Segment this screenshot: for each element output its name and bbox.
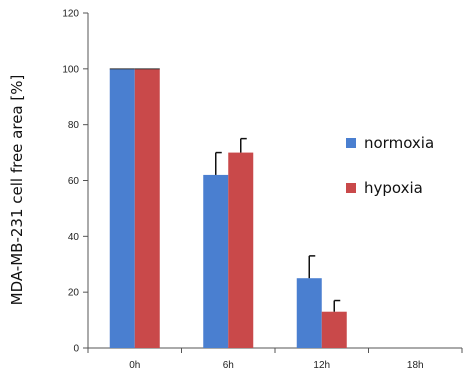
legend-label-hypoxia: hypoxia	[364, 179, 423, 197]
bar-hypoxia	[134, 68, 160, 348]
legend-swatch-hypoxia	[346, 183, 356, 193]
y-axis-label: MDA-MB-231 cell free area [%]	[8, 75, 26, 306]
y-tick-label: 80	[68, 120, 80, 131]
bar-hypoxia	[228, 152, 254, 348]
x-tick-label: 18h	[407, 360, 424, 371]
y-tick-label: 60	[68, 176, 80, 187]
legend-label-normoxia: normoxia	[364, 134, 434, 152]
bars	[109, 68, 347, 348]
bar-normoxia	[296, 278, 322, 348]
legend: normoxia hypoxia	[346, 134, 434, 197]
x-tick-label: 0h	[129, 360, 140, 371]
bar-hypoxia	[321, 311, 347, 348]
y-tick-label: 40	[68, 232, 80, 243]
y-tick-label: 120	[62, 9, 79, 20]
bar-normoxia	[109, 68, 135, 348]
error-bars	[109, 68, 341, 312]
y-tick-label: 100	[62, 64, 79, 75]
y-tick-labels: 0 20 40 60 80 100 120	[62, 9, 79, 355]
x-tick-label: 12h	[313, 360, 330, 371]
y-tick-label: 0	[73, 344, 79, 355]
legend-swatch-normoxia	[346, 138, 356, 148]
x-tick-label: 6h	[223, 360, 234, 371]
y-tick-label: 20	[68, 288, 80, 299]
x-tick-labels: 0h 6h 12h 18h	[129, 360, 423, 371]
bar-normoxia	[203, 174, 229, 348]
